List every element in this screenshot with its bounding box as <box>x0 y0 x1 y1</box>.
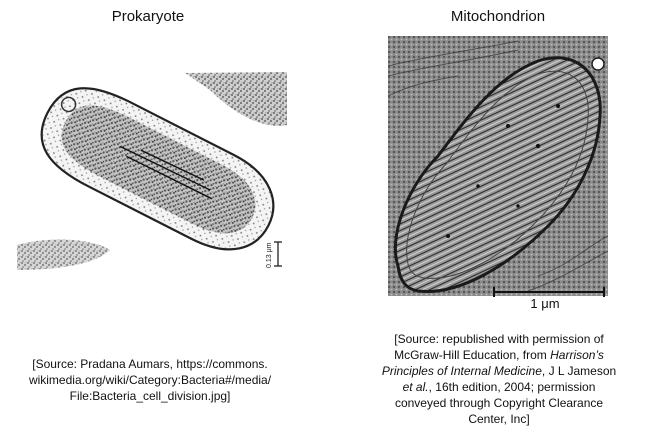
prokaryote-scale-bar: 0.13 μm <box>266 241 282 268</box>
prokaryote-title: Prokaryote <box>111 8 185 25</box>
mitochondrion-micrograph <box>388 36 608 296</box>
prokaryote-scale-label: 0.13 μm <box>266 242 273 268</box>
mitochondrion-title: Mitochondrion <box>450 8 546 25</box>
mitochondrion-scale-label: 1 μm <box>530 296 560 311</box>
mitochondrion-scale-bar <box>493 287 605 297</box>
prokaryote-source-caption: [Source: Pradana Aumars, https://commons… <box>28 357 272 403</box>
prokaryote-micrograph: 0.13 μm <box>17 72 287 270</box>
mitochondrion-source-caption: [Source: republished with permission of … <box>381 332 617 426</box>
